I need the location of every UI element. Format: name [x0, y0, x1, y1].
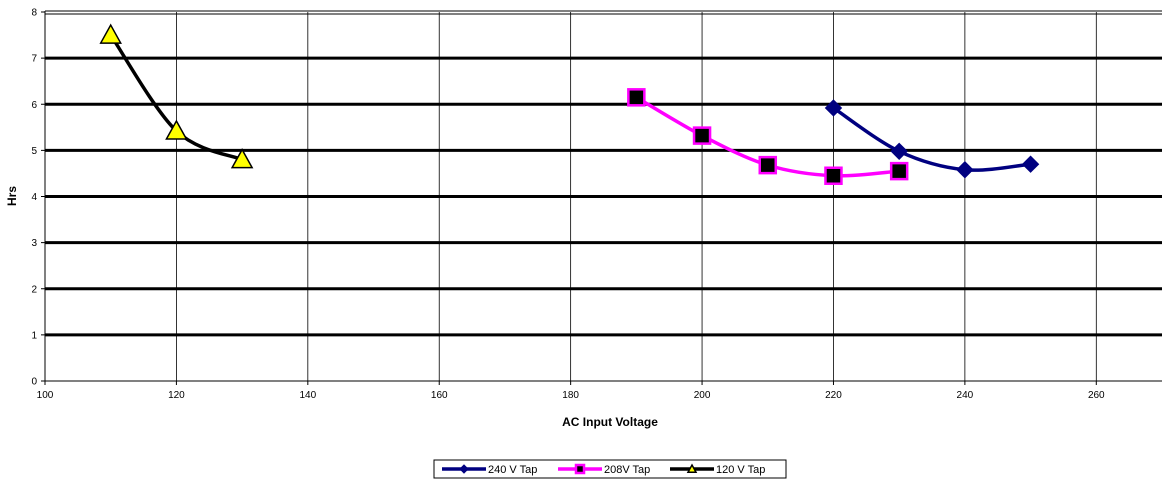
grid-lines — [45, 10, 1162, 381]
series-208v-tap — [627, 88, 909, 185]
x-tick-label: 260 — [1088, 390, 1105, 401]
series-line — [832, 106, 1031, 172]
legend-label: 208V Tap — [604, 464, 650, 476]
x-tick-label: 100 — [37, 390, 54, 401]
x-tick-label: 180 — [562, 390, 579, 401]
data-point — [824, 99, 843, 117]
data-point — [889, 161, 909, 181]
tick-labels: 0 1 2 3 4 5 6 7 8 100 120 140 160 180 200 220 240 260 — [31, 8, 1105, 402]
data-point — [824, 166, 843, 185]
x-tick-label: 120 — [168, 390, 185, 401]
series-120-v-tap — [99, 23, 254, 169]
x-tick-label: 200 — [694, 390, 711, 401]
x-tick-label: 240 — [957, 390, 974, 401]
data-point — [956, 161, 974, 179]
data-point — [890, 142, 908, 161]
y-tick-label: 7 — [31, 54, 37, 65]
x-tick-label: 140 — [299, 390, 316, 401]
data-point — [692, 126, 712, 145]
data-point — [99, 23, 122, 44]
legend-swatch-marker — [686, 463, 698, 473]
y-axis-title: Hrs — [5, 186, 19, 206]
legend-swatch-marker — [459, 464, 469, 474]
legend: 240 V Tap 208V Tap 120 V Tap — [433, 459, 787, 479]
x-axis-title: AC Input Voltage — [562, 415, 658, 429]
series-240-v-tap — [824, 99, 1040, 179]
y-tick-label: 5 — [31, 146, 37, 157]
y-tick-label: 4 — [31, 192, 37, 203]
x-tick-label: 220 — [825, 390, 842, 401]
y-tick-label: 3 — [31, 238, 37, 249]
legend-swatch-marker — [574, 463, 586, 475]
data-point — [1021, 155, 1040, 173]
x-tick-label: 160 — [431, 390, 448, 401]
y-tick-label: 0 — [31, 377, 37, 388]
data-point — [165, 119, 188, 140]
legend-label: 120 V Tap — [716, 464, 765, 476]
y-tick-label: 2 — [31, 284, 37, 295]
legend-label: 240 V Tap — [488, 464, 537, 476]
data-point — [230, 148, 254, 169]
y-tick-label: 8 — [31, 8, 37, 19]
axes — [41, 11, 1162, 385]
series-layer — [99, 23, 1040, 185]
y-tick-label: 6 — [31, 100, 37, 111]
y-tick-label: 1 — [31, 330, 37, 341]
data-point — [627, 88, 646, 107]
legend-box — [433, 459, 787, 479]
data-point — [758, 155, 778, 175]
